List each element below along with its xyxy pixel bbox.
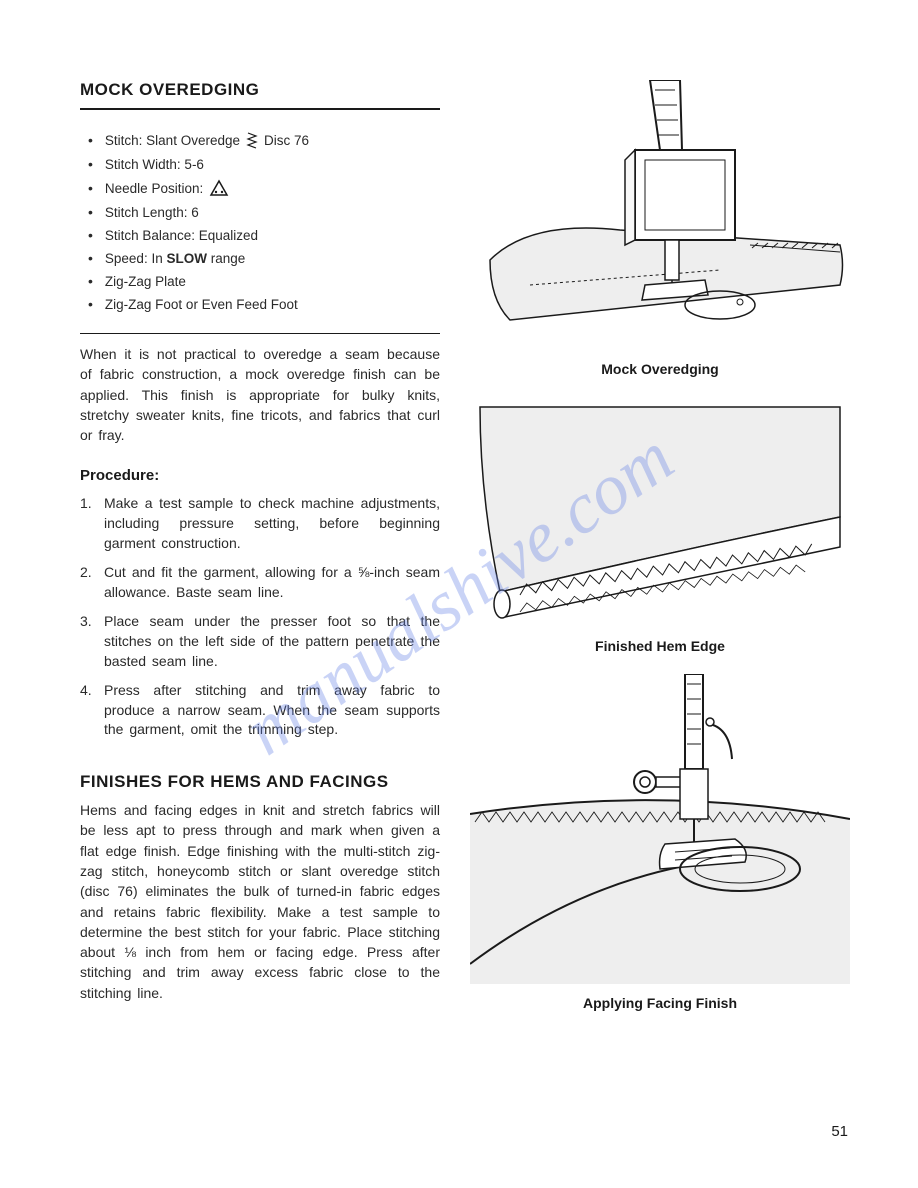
setting-label: Stitch Balance: Equalized — [105, 228, 258, 243]
setting-speed: Speed: In SLOW range — [88, 250, 440, 266]
slant-overedge-icon — [246, 131, 258, 149]
setting-label: Stitch Width: 5-6 — [105, 157, 204, 172]
figure-finished-hem — [470, 397, 850, 632]
setting-foot: Zig-Zag Foot or Even Feed Foot — [88, 296, 440, 312]
procedure-step: Place seam under the presser foot so tha… — [80, 612, 440, 671]
procedure-step: Cut and fit the garment, allowing for a … — [80, 563, 440, 602]
right-column: Mock Overedging Finished Hem Edge — [470, 80, 850, 1031]
settings-list: Stitch: Slant Overedge Disc 76 Stitch Wi… — [80, 116, 440, 327]
divider — [80, 108, 440, 110]
figure-facing-finish — [470, 674, 850, 989]
page-number: 51 — [831, 1123, 848, 1140]
figure-caption: Applying Facing Finish — [470, 995, 850, 1011]
setting-label: Needle Position: — [105, 181, 203, 196]
setting-label: Stitch Length: 6 — [105, 205, 199, 220]
procedure-step: Press after stitching and trim away fabr… — [80, 681, 440, 740]
figure-mock-overedging — [470, 80, 850, 355]
setting-plate: Zig-Zag Plate — [88, 273, 440, 289]
section-title-mock-overedging: MOCK OVEREDGING — [80, 80, 440, 100]
setting-length: Stitch Length: 6 — [88, 204, 440, 220]
page-content: MOCK OVEREDGING Stitch: Slant Overedge D… — [80, 80, 858, 1031]
needle-position-icon — [209, 179, 229, 197]
setting-stitch: Stitch: Slant Overedge Disc 76 — [88, 131, 440, 149]
procedure-step: Make a test sample to check machine adju… — [80, 494, 440, 553]
finishes-paragraph: Hems and facing edges in knit and stretc… — [80, 800, 440, 1003]
figure-caption: Mock Overedging — [470, 361, 850, 377]
figure-caption: Finished Hem Edge — [470, 638, 850, 654]
procedure-list: Make a test sample to check machine adju… — [80, 494, 440, 740]
setting-label: Speed: In SLOW range — [105, 251, 245, 266]
setting-label: Stitch: Slant Overedge — [105, 133, 240, 148]
setting-suffix: Disc 76 — [264, 133, 309, 148]
divider — [80, 333, 440, 334]
left-column: MOCK OVEREDGING Stitch: Slant Overedge D… — [80, 80, 440, 1031]
setting-label: Zig-Zag Foot or Even Feed Foot — [105, 297, 298, 312]
section-title-finishes: FINISHES FOR HEMS AND FACINGS — [80, 772, 440, 792]
setting-label: Zig-Zag Plate — [105, 274, 186, 289]
procedure-heading: Procedure: — [80, 467, 440, 484]
intro-paragraph: When it is not practical to overedge a s… — [80, 344, 440, 445]
setting-needle-position: Needle Position: — [88, 179, 440, 197]
setting-width: Stitch Width: 5-6 — [88, 156, 440, 172]
setting-balance: Stitch Balance: Equalized — [88, 227, 440, 243]
